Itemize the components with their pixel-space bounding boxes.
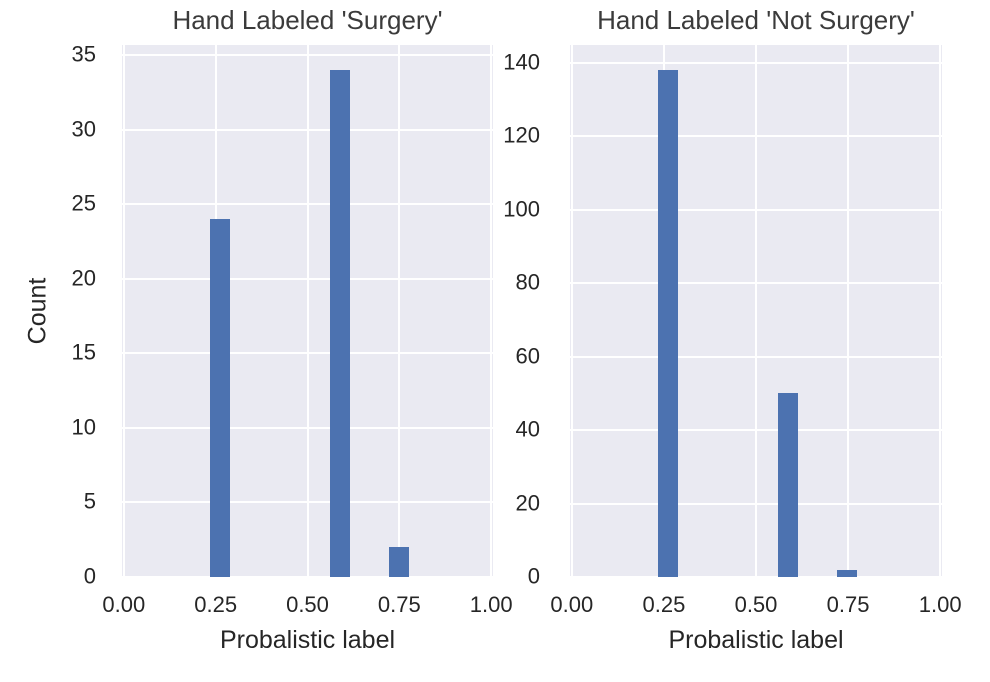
x-tick-label: 0.75 bbox=[377, 592, 421, 617]
subplot-hand-labeled-not-surgery: Hand Labeled 'Not Surgery' Probalistic l… bbox=[503, 5, 961, 653]
y-axis-label: Count bbox=[23, 277, 52, 345]
subplot-title: Hand Labeled 'Not Surgery' bbox=[597, 5, 915, 36]
y-tick-label: 35 bbox=[71, 41, 96, 67]
x-tick-label: 1.00 bbox=[469, 592, 513, 617]
y-tick-label: 15 bbox=[71, 340, 96, 366]
x-tick-label: 0.50 bbox=[286, 592, 329, 617]
gridline-vertical bbox=[122, 45, 125, 577]
histogram-bar bbox=[837, 569, 857, 577]
gridline-vertical bbox=[755, 45, 757, 577]
gridline-vertical bbox=[939, 45, 942, 577]
subplot-title: Hand Labeled 'Surgery' bbox=[172, 5, 443, 36]
plot-area bbox=[570, 45, 942, 577]
y-tick-label: 60 bbox=[515, 343, 540, 369]
y-tick-label: 10 bbox=[71, 414, 96, 440]
gridline-vertical bbox=[306, 45, 309, 577]
x-tick-label: 0.25 bbox=[642, 592, 686, 617]
histogram-bar bbox=[210, 219, 230, 577]
x-tick-label: 1.00 bbox=[918, 592, 962, 617]
gridline-vertical bbox=[398, 45, 401, 577]
y-tick-label: 5 bbox=[83, 489, 96, 515]
histogram-bar bbox=[329, 70, 350, 577]
x-axis-label: Probalistic label bbox=[219, 626, 396, 654]
y-tick-label: 140 bbox=[503, 49, 540, 75]
y-tick-label: 0 bbox=[527, 563, 540, 589]
x-tick-label: 0.25 bbox=[194, 592, 238, 617]
y-tick-label: 100 bbox=[503, 196, 540, 222]
x-tick-label: 0.75 bbox=[826, 592, 870, 617]
y-tick-label: 0 bbox=[83, 563, 96, 589]
gridline-vertical bbox=[570, 45, 573, 577]
y-tick-label: 80 bbox=[515, 269, 540, 295]
y-tick-label: 20 bbox=[71, 265, 96, 291]
gridline-vertical bbox=[847, 45, 850, 577]
plot-area bbox=[122, 45, 493, 577]
y-tick-label: 25 bbox=[71, 190, 96, 216]
x-tick-label: 0.50 bbox=[734, 592, 778, 617]
gridline-vertical bbox=[490, 45, 493, 577]
y-tick-label: 120 bbox=[503, 122, 540, 148]
histogram-bar bbox=[657, 70, 678, 577]
x-tick-label: 0.00 bbox=[102, 592, 146, 617]
x-tick-label: 0.00 bbox=[550, 592, 594, 617]
histogram-bar bbox=[777, 393, 798, 577]
histogram-bar bbox=[388, 547, 409, 577]
y-tick-label: 30 bbox=[71, 116, 96, 142]
y-tick-label: 20 bbox=[515, 490, 540, 516]
subplot-hand-labeled-surgery: Hand Labeled 'Surgery' Count Probalistic… bbox=[24, 5, 513, 653]
y-tick-label: 40 bbox=[515, 416, 540, 442]
x-axis-label: Probalistic label bbox=[668, 626, 844, 654]
